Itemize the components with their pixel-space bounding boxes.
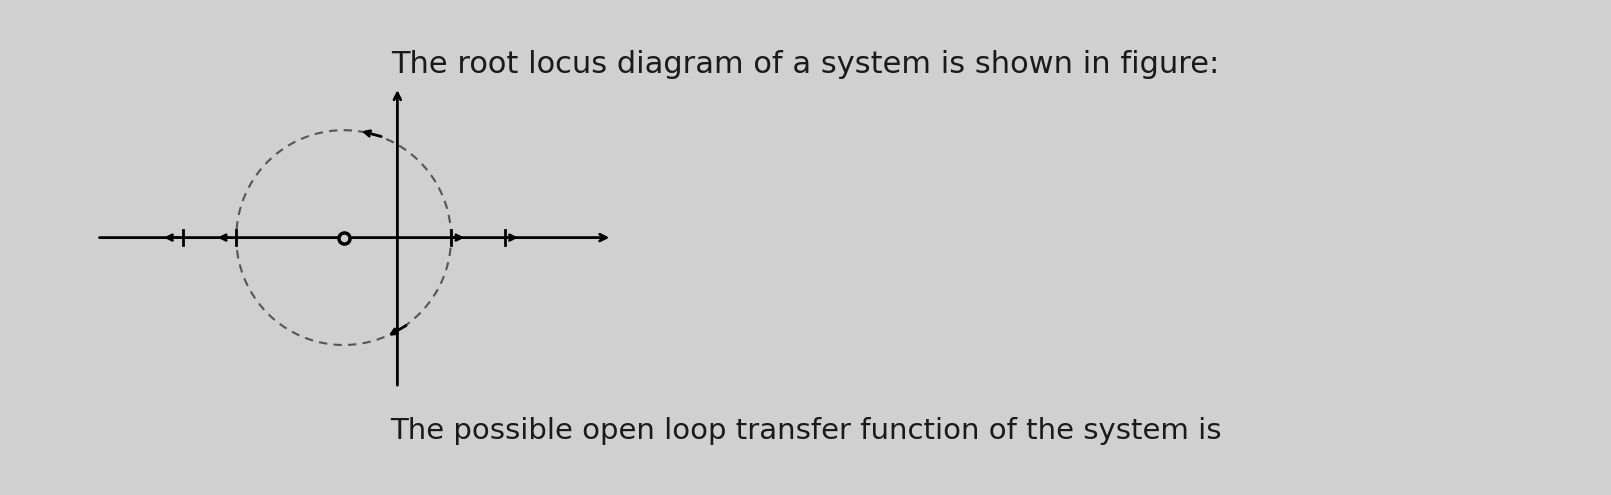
Text: The root locus diagram of a system is shown in figure:: The root locus diagram of a system is sh… (391, 50, 1220, 79)
Text: The possible open loop transfer function of the system is: The possible open loop transfer function… (390, 417, 1221, 445)
